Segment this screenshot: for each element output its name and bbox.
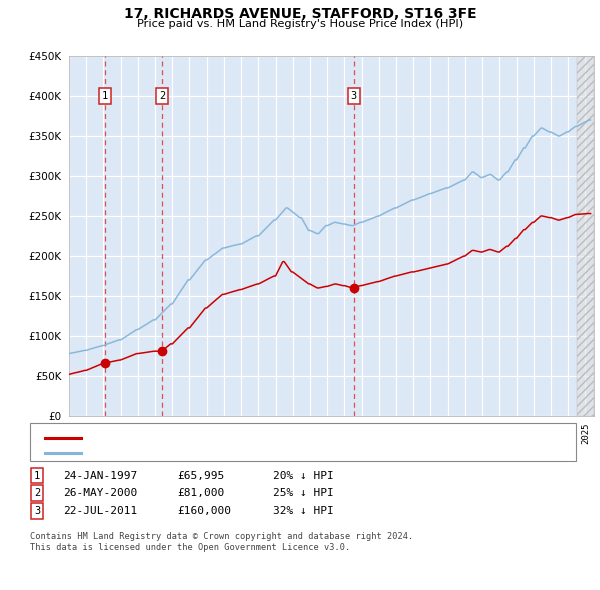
Text: £65,995: £65,995 bbox=[177, 471, 224, 480]
Text: 3: 3 bbox=[351, 91, 357, 101]
Text: Price paid vs. HM Land Registry's House Price Index (HPI): Price paid vs. HM Land Registry's House … bbox=[137, 19, 463, 29]
Text: Contains HM Land Registry data © Crown copyright and database right 2024.
This d: Contains HM Land Registry data © Crown c… bbox=[30, 532, 413, 552]
Polygon shape bbox=[577, 56, 594, 416]
Text: 2: 2 bbox=[34, 489, 40, 498]
Text: 25% ↓ HPI: 25% ↓ HPI bbox=[273, 489, 334, 498]
Text: 3: 3 bbox=[34, 506, 40, 516]
Text: 17, RICHARDS AVENUE, STAFFORD, ST16 3FE: 17, RICHARDS AVENUE, STAFFORD, ST16 3FE bbox=[124, 7, 476, 21]
Text: 17, RICHARDS AVENUE, STAFFORD, ST16 3FE (detached house): 17, RICHARDS AVENUE, STAFFORD, ST16 3FE … bbox=[86, 434, 415, 443]
Text: 24-JAN-1997: 24-JAN-1997 bbox=[63, 471, 137, 480]
Text: HPI: Average price, detached house, Stafford: HPI: Average price, detached house, Staf… bbox=[86, 448, 344, 458]
Text: 20% ↓ HPI: 20% ↓ HPI bbox=[273, 471, 334, 480]
Text: 32% ↓ HPI: 32% ↓ HPI bbox=[273, 506, 334, 516]
Text: 22-JUL-2011: 22-JUL-2011 bbox=[63, 506, 137, 516]
Text: 1: 1 bbox=[34, 471, 40, 480]
Text: 26-MAY-2000: 26-MAY-2000 bbox=[63, 489, 137, 498]
Text: 2: 2 bbox=[159, 91, 165, 101]
Text: 1: 1 bbox=[101, 91, 108, 101]
Text: £81,000: £81,000 bbox=[177, 489, 224, 498]
Text: £160,000: £160,000 bbox=[177, 506, 231, 516]
